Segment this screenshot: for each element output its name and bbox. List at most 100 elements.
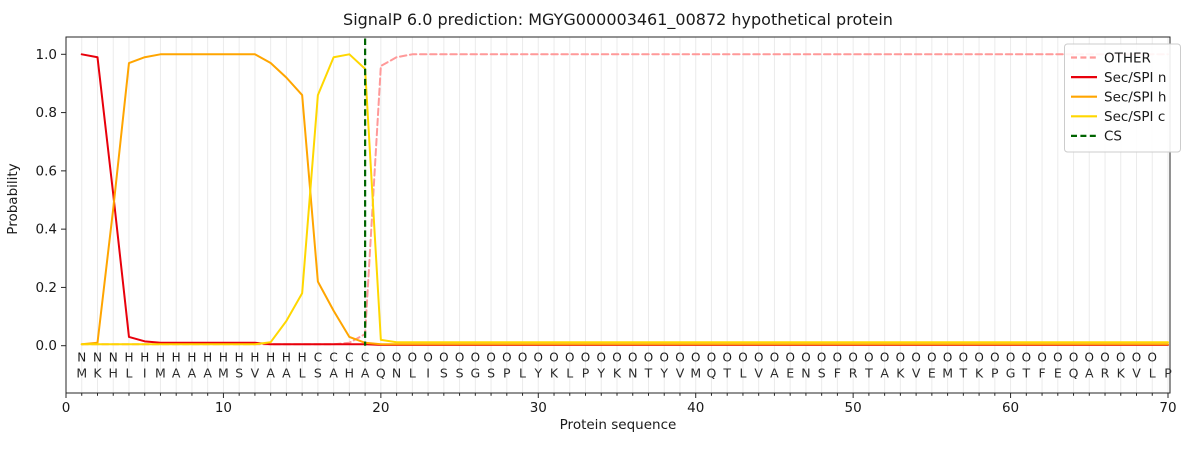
sequence-letter: S [440, 366, 448, 381]
sequence-letter: L [409, 366, 416, 381]
region-label-letter: O [612, 351, 621, 365]
y-tick-label: 0.6 [36, 163, 57, 179]
legend-label: Sec/SPI n [1104, 70, 1166, 86]
region-label-letter: O [754, 351, 763, 365]
sequence-letter: M [155, 366, 166, 381]
sequence-letter: K [1117, 366, 1126, 381]
region-label-letter: N [109, 351, 118, 365]
region-label-letter: O [549, 351, 558, 365]
sequence-letters-layer: NMNKNHHLHIHMHAHAHAHMHSHVHAHAHLCSCACHCAOQ… [76, 351, 1172, 381]
sequence-letter: T [722, 366, 731, 381]
sequence-letter: N [801, 366, 810, 381]
sequence-letter: L [519, 366, 526, 381]
sequence-letter: Y [596, 366, 605, 381]
sequence-letter: G [1006, 366, 1016, 381]
sequence-letter: A [282, 366, 291, 381]
region-label-letter: O [565, 351, 574, 365]
region-label-letter: O [392, 351, 401, 365]
region-label-letter: H [124, 351, 133, 365]
region-label-letter: O [675, 351, 684, 365]
sequence-letter: A [361, 366, 370, 381]
sequence-letter: H [345, 366, 354, 381]
region-label-letter: O [1069, 351, 1078, 365]
sequence-letter: S [235, 366, 243, 381]
sequence-letter: T [864, 366, 873, 381]
x-tick-label: 20 [372, 400, 389, 416]
y-tick-label: 0.0 [36, 338, 57, 354]
sequence-letter: L [125, 366, 132, 381]
region-label-letter: O [1100, 351, 1109, 365]
sequence-letter: T [1021, 366, 1030, 381]
sequence-letter: K [896, 366, 905, 381]
sequence-letter: V [1132, 366, 1141, 381]
region-label-letter: C [314, 351, 322, 365]
series-layer [80, 38, 1169, 346]
sequence-letter: F [834, 366, 841, 381]
region-label-letter: C [361, 351, 369, 365]
region-label-letter: O [880, 351, 889, 365]
region-label-letter: H [235, 351, 244, 365]
region-label-letter: H [266, 351, 275, 365]
sequence-letter: A [770, 366, 779, 381]
region-label-letter: O [801, 351, 810, 365]
region-label-letter: O [833, 351, 842, 365]
sequence-letter: L [566, 366, 573, 381]
region-label-letter: O [1053, 351, 1062, 365]
sequence-letter: P [582, 366, 590, 381]
sequence-letter: S [314, 366, 322, 381]
region-label-letter: O [1085, 351, 1094, 365]
x-tick-label: 10 [215, 400, 232, 416]
region-label-letter: H [298, 351, 307, 365]
sequence-letter: K [550, 366, 559, 381]
region-label-letter: O [1148, 351, 1157, 365]
sequence-letter: K [975, 366, 984, 381]
x-tick-label: 50 [845, 400, 862, 416]
sequence-letter: K [613, 366, 622, 381]
y-tick-label: 0.4 [36, 222, 57, 238]
sequence-letter: E [1054, 366, 1062, 381]
grid-layer [81, 37, 1169, 393]
legend-label: CS [1104, 129, 1122, 145]
series-sec-spi-n [80, 53, 1169, 346]
sequence-letter: M [76, 366, 87, 381]
legend-label: OTHER [1104, 50, 1151, 66]
region-label-letter: O [1116, 351, 1125, 365]
region-label-letter: O [439, 351, 448, 365]
region-label-letter: O [770, 351, 779, 365]
region-label-letter: O [959, 351, 968, 365]
region-label-letter: O [974, 351, 983, 365]
region-label-letter: N [93, 351, 102, 365]
sequence-letter: E [786, 366, 794, 381]
region-label-letter: O [927, 351, 936, 365]
y-tick-label: 0.2 [36, 280, 57, 296]
region-label-letter: O [738, 351, 747, 365]
sequence-letter: A [266, 366, 275, 381]
axis-layer: 0 10 20 30 40 50 60 70 0.0 0.2 0.4 0.6 0.8 1.0 [36, 47, 1177, 416]
region-label-letter: O [864, 351, 873, 365]
sequence-letter: K [93, 366, 102, 381]
region-label-letter: O [597, 351, 606, 365]
region-label-letter: O [644, 351, 653, 365]
sequence-letter: V [754, 366, 763, 381]
sequence-letter: Q [376, 366, 386, 381]
sequence-letter: L [1149, 366, 1156, 381]
region-label-letter: O [1022, 351, 1031, 365]
region-label-letter: O [1037, 351, 1046, 365]
region-label-letter: O [502, 351, 511, 365]
sequence-letter: M [218, 366, 229, 381]
region-label-letter: O [455, 351, 464, 365]
region-label-letter: H [203, 351, 212, 365]
region-label-letter: O [707, 351, 716, 365]
sequence-letter: A [1085, 366, 1094, 381]
region-label-letter: H [219, 351, 228, 365]
sequence-letter: L [299, 366, 306, 381]
x-tick-label: 40 [687, 400, 704, 416]
plot-border [65, 36, 1171, 394]
sequence-letter: S [818, 366, 826, 381]
region-label-letter: O [691, 351, 700, 365]
sequence-letter: Q [1069, 366, 1079, 381]
sequence-letter: A [203, 366, 212, 381]
legend-label: Sec/SPI c [1104, 109, 1165, 125]
sequence-letter: Y [659, 366, 668, 381]
y-tick-label: 0.8 [36, 105, 57, 121]
